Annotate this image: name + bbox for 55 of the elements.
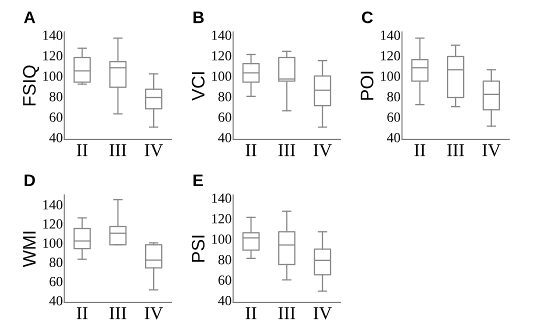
y-tick-label: 40: [49, 296, 62, 306]
y-tick-label: 60: [50, 112, 62, 122]
x-tick-label: IV: [144, 307, 163, 320]
y-tick-label: 100: [212, 234, 232, 244]
chart-title: B: [194, 12, 204, 24]
y-tick-label: 60: [218, 112, 232, 122]
y-tick-label: 120: [212, 214, 232, 224]
chart-title: C: [362, 11, 373, 24]
y-tick-label: 100: [43, 72, 62, 81]
x-tick-label: IV: [482, 144, 501, 156]
y-axis-title: PSI: [192, 236, 205, 262]
y-axis-title: POI: [360, 72, 374, 100]
y-tick-label: 40: [49, 132, 62, 142]
y-tick-label: 140: [212, 30, 232, 40]
y-tick-label: 80: [218, 92, 232, 102]
y-tick-label: 40: [218, 296, 232, 306]
chart-title: E: [194, 174, 203, 186]
x-tick-label: IV: [144, 144, 163, 156]
y-tick-label: 80: [218, 254, 232, 264]
y-tick-label: 120: [43, 219, 62, 229]
y-tick-label: 40: [386, 132, 400, 142]
y-tick-label: 140: [43, 200, 62, 210]
x-tick-label: II: [246, 144, 256, 156]
y-tick-label: 80: [387, 92, 400, 102]
y-tick-label: 140: [381, 30, 400, 40]
x-tick-label: II: [76, 144, 88, 156]
x-tick-label: IV: [314, 307, 332, 320]
y-tick-label: 120: [43, 51, 62, 60]
y-tick-label: 100: [43, 238, 62, 248]
x-tick-label: III: [110, 307, 126, 320]
x-tick-label: II: [414, 144, 426, 156]
y-tick-label: 100: [381, 72, 400, 81]
y-tick-label: 120: [381, 51, 400, 60]
y-tick-label: 60: [50, 276, 62, 286]
x-tick-label: III: [110, 144, 126, 156]
y-tick-label: 120: [212, 51, 232, 60]
chart-title: D: [24, 174, 35, 186]
x-tick-label: III: [447, 144, 464, 156]
y-axis-title: WMI: [23, 232, 36, 268]
chart-title: A: [24, 12, 36, 24]
x-tick-label: III: [278, 307, 296, 320]
y-tick-label: 140: [212, 194, 232, 203]
y-axis-title: VCI: [192, 72, 205, 101]
x-tick-label: IV: [314, 144, 332, 156]
y-tick-label: 60: [387, 112, 400, 122]
y-tick-label: 60: [218, 275, 232, 285]
y-tick-label: 80: [50, 258, 62, 268]
y-axis-title: FSIQ: [22, 65, 39, 106]
y-tick-label: 40: [218, 132, 232, 142]
x-tick-label: III: [278, 144, 296, 156]
y-tick-label: 100: [212, 72, 232, 81]
x-tick-label: II: [246, 307, 256, 320]
y-tick-label: 80: [50, 92, 62, 102]
x-tick-label: II: [76, 307, 88, 320]
y-tick-label: 140: [43, 30, 62, 40]
